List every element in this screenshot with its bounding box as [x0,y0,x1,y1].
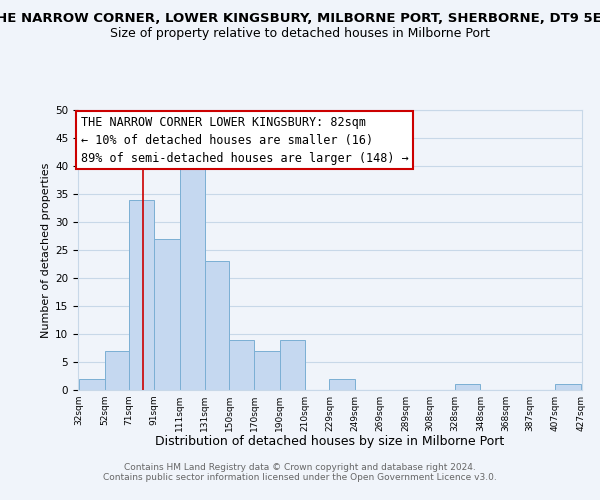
X-axis label: Distribution of detached houses by size in Milborne Port: Distribution of detached houses by size … [155,436,505,448]
Y-axis label: Number of detached properties: Number of detached properties [41,162,51,338]
Bar [280,340,305,390]
Bar [329,379,355,390]
Bar [179,160,205,390]
Text: THE NARROW CORNER LOWER KINGSBURY: 82sqm
← 10% of detached houses are smaller (1: THE NARROW CORNER LOWER KINGSBURY: 82sqm… [80,116,408,164]
Bar [455,384,481,390]
Bar [154,239,179,390]
Text: Contains HM Land Registry data © Crown copyright and database right 2024.
Contai: Contains HM Land Registry data © Crown c… [103,463,497,482]
Text: THE NARROW CORNER, LOWER KINGSBURY, MILBORNE PORT, SHERBORNE, DT9 5ED: THE NARROW CORNER, LOWER KINGSBURY, MILB… [0,12,600,26]
Bar [79,379,104,390]
Bar [229,340,254,390]
Bar [104,351,129,390]
Bar [556,384,581,390]
Text: Size of property relative to detached houses in Milborne Port: Size of property relative to detached ho… [110,28,490,40]
Bar [129,200,154,390]
Bar [205,261,229,390]
Bar [254,351,280,390]
